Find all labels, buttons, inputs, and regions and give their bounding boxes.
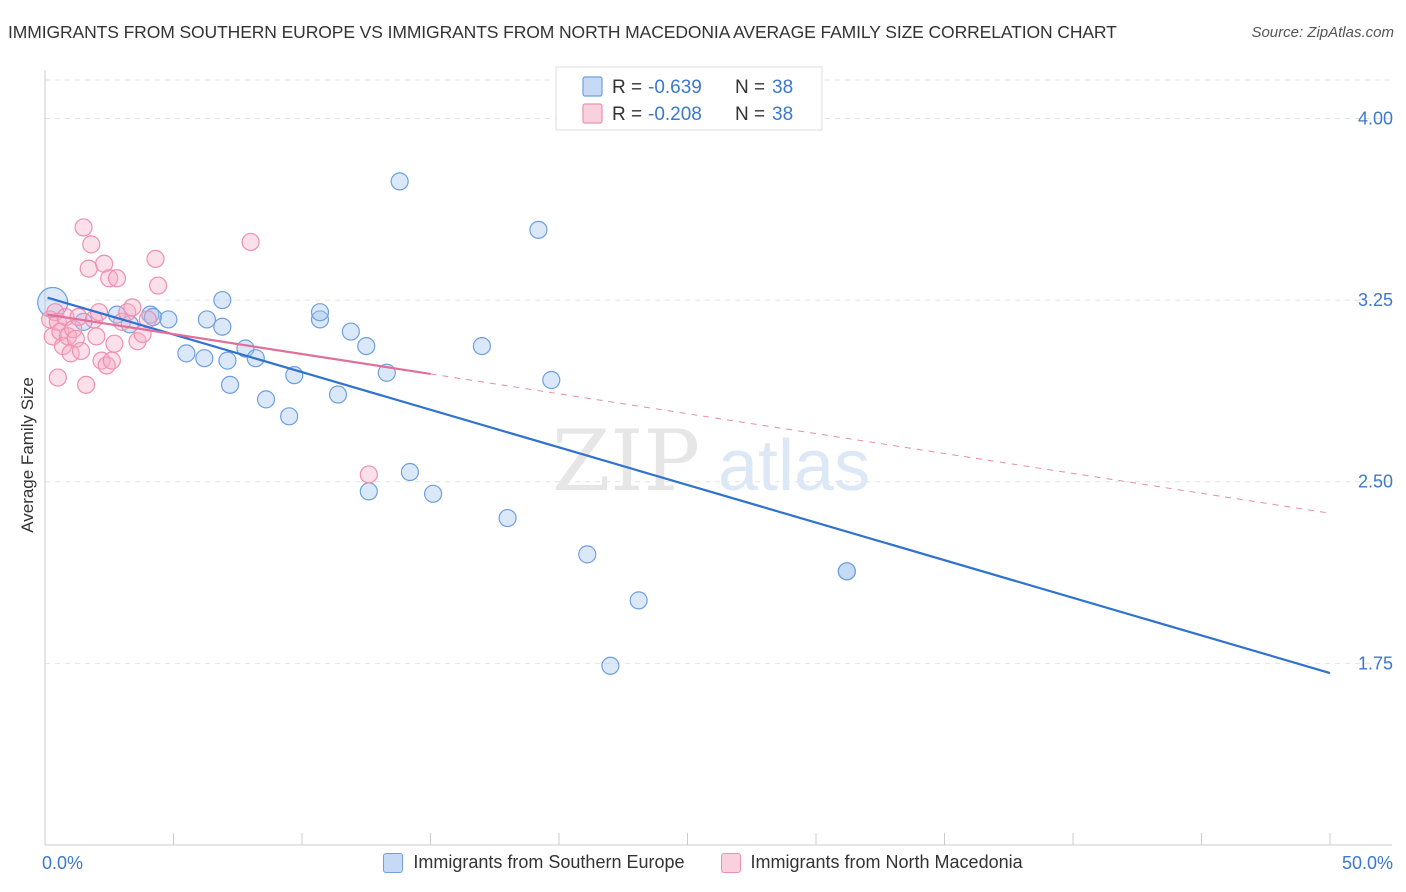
point-north_macedonia (359, 465, 378, 484)
point-north_macedonia (241, 232, 260, 252)
point-southern_europe (357, 336, 376, 356)
legend: Immigrants from Southern Europe Immigran… (0, 852, 1406, 873)
point-southern_europe (280, 407, 299, 426)
point-southern_europe (141, 305, 160, 324)
watermark: ZIP atlas (552, 412, 870, 510)
stats-r-value: -0.208 (648, 104, 702, 125)
point-southern_europe (400, 462, 420, 482)
point-southern_europe (213, 290, 232, 310)
point-southern_europe (220, 375, 240, 394)
point-southern_europe (629, 591, 648, 610)
legend-item-southern-europe[interactable]: Immigrants from Southern Europe (383, 852, 685, 873)
point-southern_europe (542, 370, 561, 390)
point-southern_europe (328, 385, 348, 404)
point-north_macedonia (92, 351, 111, 370)
point-southern_europe (197, 310, 217, 329)
point-southern_europe (837, 562, 856, 581)
point-north_macedonia (69, 307, 88, 327)
trend-line-north_macedonia (47, 313, 431, 375)
trend-line-southern_europe (47, 296, 1331, 675)
point-north_macedonia (74, 218, 93, 237)
axes (44, 70, 1392, 846)
point-north_macedonia (87, 327, 106, 346)
point-southern_europe (218, 351, 237, 370)
point-north_macedonia (71, 341, 91, 361)
point-southern_europe (310, 303, 330, 322)
stats-r-label: R = (612, 77, 642, 98)
point-southern_europe (390, 172, 409, 191)
point-southern_europe (256, 390, 276, 409)
point-southern_europe (498, 508, 517, 528)
point-southern_europe (195, 349, 214, 368)
point-north_macedonia (97, 356, 116, 375)
stats-swatch (582, 103, 603, 124)
stats-swatch (582, 76, 603, 97)
y-tick-label: 4.00 (1358, 108, 1393, 128)
point-north_macedonia (79, 259, 98, 278)
stats-n-label: N = (735, 104, 765, 125)
point-southern_europe (310, 310, 330, 329)
stats-n-value: 38 (772, 104, 793, 125)
legend-item-north-macedonia[interactable]: Immigrants from North Macedonia (720, 852, 1023, 873)
watermark-zip: ZIP (552, 412, 700, 510)
point-southern_europe (159, 310, 178, 329)
point-north_macedonia (102, 351, 121, 370)
legend-swatch-north-macedonia (720, 852, 741, 873)
legend-label-north-macedonia: Immigrants from North Macedonia (750, 852, 1023, 872)
y-tick-label: 2.50 (1358, 472, 1393, 492)
trend-lines (47, 296, 1331, 675)
point-north_macedonia (100, 269, 119, 288)
point-southern_europe (529, 220, 548, 239)
point-southern_europe (177, 344, 196, 363)
point-north_macedonia (107, 269, 127, 288)
point-north_macedonia (48, 368, 67, 387)
chart-title: IMMIGRANTS FROM SOUTHERN EUROPE VS IMMIG… (8, 22, 1117, 42)
legend-swatch-southern-europe (383, 852, 404, 873)
point-southern_europe (601, 656, 620, 675)
gridlines (45, 79, 1392, 664)
stats-legend: R = -0.639 N = 38 R = -0.208 N = 38 (555, 66, 823, 131)
point-southern_europe (423, 484, 443, 503)
point-southern_europe (359, 482, 378, 501)
stats-r-label: R = (612, 104, 642, 125)
point-north_macedonia (146, 249, 165, 269)
point-southern_europe (578, 545, 597, 564)
data-points (37, 172, 856, 675)
x-tick-label-min: 0.0% (42, 853, 83, 873)
y-tick-label: 1.75 (1358, 653, 1393, 673)
watermark-atlas: atlas (718, 426, 870, 506)
point-southern_europe (213, 317, 232, 336)
stats-r-value: -0.639 (648, 77, 702, 98)
point-north_macedonia (105, 334, 124, 353)
point-southern_europe (341, 322, 360, 341)
stats-n-label: N = (735, 77, 765, 98)
point-southern_europe (472, 336, 491, 356)
x-tick-label-max: 50.0% (1342, 853, 1393, 873)
y-tick-label: 3.25 (1358, 290, 1393, 310)
trend-line-dashed-north_macedonia (430, 373, 1331, 514)
point-north_macedonia (123, 298, 142, 317)
point-north_macedonia (148, 276, 168, 295)
point-north_macedonia (82, 235, 101, 254)
tick-labels: 4.00 3.25 2.50 1.75 0.0% 50.0% (42, 108, 1393, 873)
point-north_macedonia (77, 375, 96, 394)
stats-n-value: 38 (772, 77, 793, 98)
source-label: Source: ZipAtlas.com (1251, 24, 1394, 41)
legend-label-southern-europe: Immigrants from Southern Europe (413, 852, 685, 872)
